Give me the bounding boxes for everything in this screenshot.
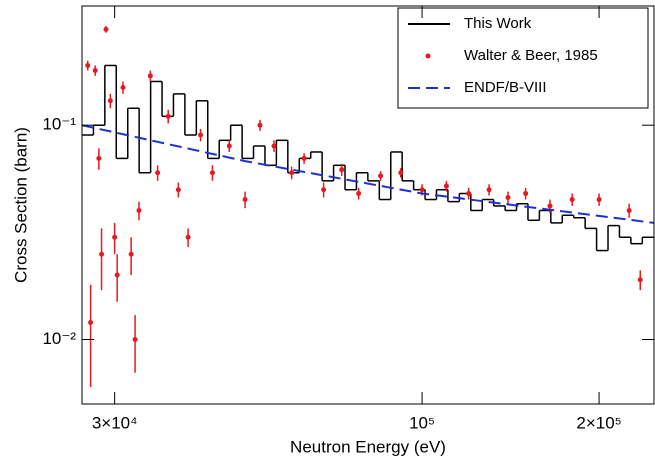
x-tick-label: 3×10⁴ [92, 413, 138, 432]
y-tick-label: 10⁻² [42, 329, 76, 348]
point [321, 187, 327, 193]
point [339, 167, 345, 173]
legend-label: This Work [464, 15, 532, 32]
point [132, 336, 138, 342]
point [486, 187, 492, 193]
y-axis-label: Cross Section (barn) [11, 127, 30, 283]
point [103, 26, 109, 32]
point [209, 170, 215, 176]
point [128, 251, 134, 257]
point [226, 143, 232, 149]
point [114, 272, 120, 278]
point [155, 170, 161, 176]
point [596, 197, 602, 203]
point [637, 277, 643, 283]
point [356, 191, 362, 197]
point [523, 191, 529, 197]
point [289, 170, 295, 176]
point [378, 173, 384, 179]
point [398, 170, 404, 176]
x-axis-label: Neutron Energy (eV) [290, 437, 446, 456]
point [185, 234, 191, 240]
point [99, 251, 105, 257]
point [198, 132, 204, 138]
point [242, 197, 248, 203]
point [85, 62, 91, 68]
point [96, 155, 102, 161]
point [107, 98, 113, 104]
point [120, 84, 126, 90]
point [147, 73, 153, 79]
point [257, 122, 263, 128]
point [505, 194, 511, 200]
point [175, 187, 181, 193]
point [443, 183, 449, 189]
point [88, 320, 94, 326]
y-tick-label: 10⁻¹ [42, 115, 76, 134]
legend: This Work Walter & Beer, 1985 ENDF/B-VIII [397, 7, 649, 109]
legend-marker [425, 53, 431, 59]
point [165, 113, 171, 119]
point [626, 207, 632, 213]
point [547, 203, 553, 209]
line [82, 124, 655, 224]
point [136, 207, 142, 213]
point [271, 143, 277, 149]
point [301, 155, 307, 161]
point [92, 68, 98, 74]
point [466, 191, 472, 197]
point [569, 197, 575, 203]
point [419, 187, 425, 193]
point [112, 234, 118, 240]
legend-label: Walter & Beer, 1985 [464, 47, 598, 64]
x-tick-label: 10⁵ [409, 413, 435, 432]
legend-label: ENDF/B-VIII [464, 79, 547, 96]
plot-frame [81, 5, 655, 405]
x-tick-label: 2×10⁵ [576, 413, 621, 432]
